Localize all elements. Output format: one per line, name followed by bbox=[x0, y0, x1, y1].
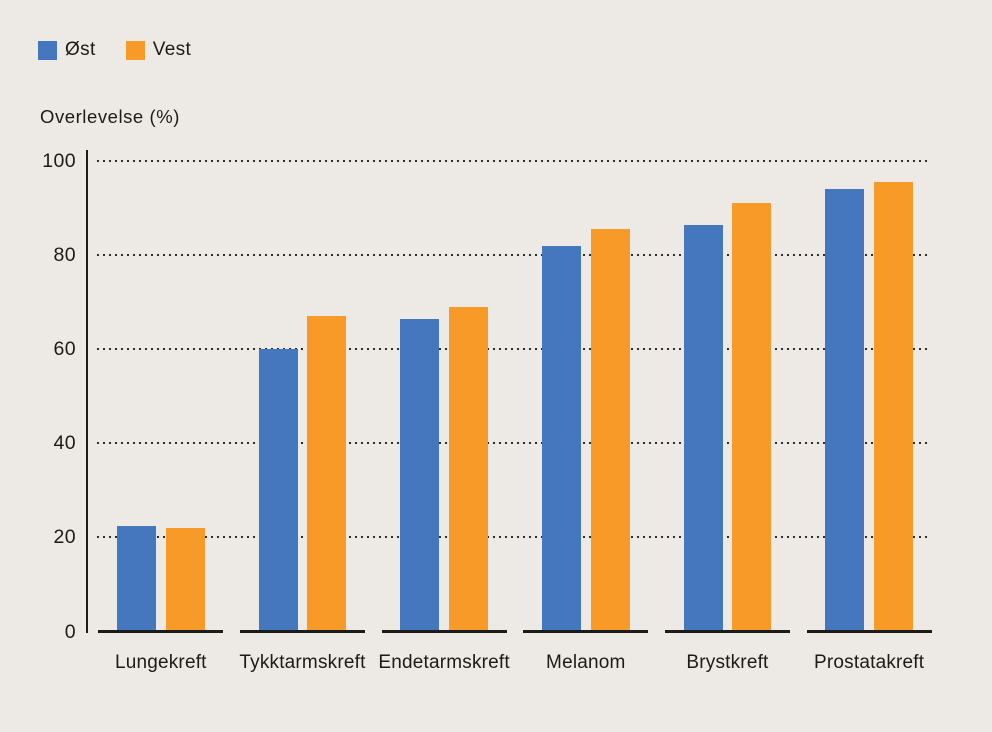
gridline-40 bbox=[97, 442, 931, 445]
x-axis-baseline-segment bbox=[98, 630, 224, 633]
x-tick-label: Lungekreft bbox=[114, 652, 207, 673]
x-axis-baseline-segment bbox=[381, 630, 507, 633]
bar-vest-5 bbox=[732, 203, 772, 632]
bar-vest-6 bbox=[873, 182, 913, 632]
x-axis-baseline-segment bbox=[664, 630, 790, 633]
bar-vest-3 bbox=[448, 306, 488, 632]
gridline-60 bbox=[97, 348, 931, 351]
legend: Øst Vest bbox=[38, 39, 191, 61]
legend-item-ost: Øst bbox=[38, 39, 96, 61]
legend-color-swatch bbox=[38, 40, 57, 60]
x-axis-baseline-segment bbox=[523, 630, 649, 633]
x-tick-label: Tykktarmskreft bbox=[239, 652, 366, 673]
x-tick-label: Prostatakreft bbox=[814, 652, 925, 673]
gridline-100 bbox=[97, 160, 931, 162]
bar-ost-1 bbox=[117, 525, 157, 632]
legend-label: Vest bbox=[152, 39, 192, 60]
bar-ost-2 bbox=[258, 349, 298, 632]
x-tick-label: Melanom bbox=[546, 652, 626, 673]
x-tick-label: Brystkreft bbox=[686, 652, 769, 673]
legend-item-vest: Vest bbox=[125, 39, 192, 61]
y-tick-label: 80 bbox=[53, 244, 76, 267]
bar-vest-2 bbox=[307, 316, 347, 632]
y-axis-title: Overlevelse (%) bbox=[40, 106, 180, 127]
y-tick-label: 100 bbox=[42, 150, 76, 172]
bar-ost-3 bbox=[400, 318, 440, 632]
bar-ost-4 bbox=[542, 245, 582, 632]
x-tick-label: Endetarmskreft bbox=[378, 652, 510, 673]
bar-ost-5 bbox=[683, 224, 723, 632]
gridline-80 bbox=[97, 254, 931, 257]
bar-ost-6 bbox=[825, 189, 865, 632]
y-axis-line bbox=[85, 150, 88, 633]
legend-label: Øst bbox=[65, 39, 96, 60]
x-axis-baseline-segment bbox=[239, 630, 365, 633]
y-tick-label: 60 bbox=[53, 338, 76, 361]
x-axis-baseline-segment bbox=[806, 630, 932, 633]
y-tick-label: 20 bbox=[53, 526, 76, 549]
y-tick-label: 0 bbox=[64, 620, 76, 643]
legend-color-swatch bbox=[125, 40, 145, 60]
y-tick-label: 40 bbox=[53, 432, 76, 455]
bar-vest-1 bbox=[165, 527, 205, 632]
gridline-20 bbox=[97, 536, 931, 539]
bar-vest-4 bbox=[590, 229, 630, 632]
